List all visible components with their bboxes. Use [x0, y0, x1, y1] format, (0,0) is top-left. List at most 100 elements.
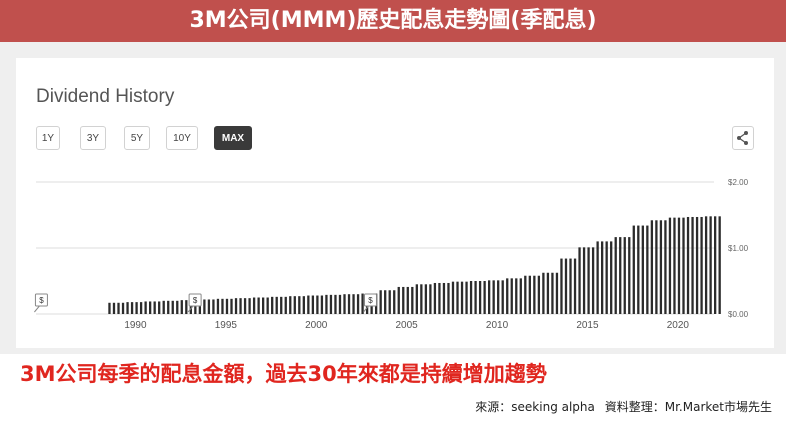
dividend-bar [501, 280, 504, 314]
dividend-bar [451, 281, 455, 314]
dividend-bar [379, 290, 382, 314]
dividend-bar [356, 294, 360, 314]
compiled-value: Mr.Market市場先生 [664, 400, 772, 414]
dividend-bar [352, 294, 355, 314]
x-tick-label: 1995 [215, 320, 238, 331]
dividend-bar [686, 216, 690, 314]
x-tick-label: 2005 [396, 320, 419, 331]
dividend-bar [171, 300, 174, 314]
dividend-bar [212, 299, 215, 314]
dividend-bar [194, 300, 197, 314]
x-tick-label: 2000 [305, 320, 328, 331]
dividend-bar [162, 300, 165, 314]
dividend-bar [420, 284, 423, 314]
dividend-bar [406, 286, 409, 314]
dividend-bar [180, 300, 183, 314]
dividend-bar [519, 278, 522, 314]
banner-title: 3M公司(MMM)歷史配息走勢圖(季配息) [0, 0, 786, 42]
dividend-bar [433, 282, 437, 314]
dividend-bar [271, 296, 274, 314]
share-icon [737, 131, 748, 145]
marker-pointer [187, 305, 194, 313]
dividend-bar [650, 220, 654, 314]
dividend-bar [135, 302, 138, 314]
range-1y-button[interactable]: 1Y [36, 126, 60, 150]
dividend-bar [225, 298, 229, 314]
dividend-bar [329, 294, 333, 314]
dividend-bar [361, 293, 364, 314]
dividend-bar [695, 216, 699, 314]
dividend-bar [632, 225, 635, 314]
dividend-bar [637, 225, 640, 314]
dividend-bar [302, 296, 305, 314]
dividend-bar [506, 278, 509, 314]
dividend-bar [176, 300, 179, 314]
dividend-bar [275, 296, 278, 314]
dividend-bar [515, 278, 518, 314]
dividend-bar [456, 281, 459, 314]
dividend-bar [478, 281, 482, 314]
dividend-bar [465, 281, 468, 314]
dividend-bar [447, 282, 450, 314]
dividend-bar [537, 275, 541, 314]
dividend-bar [198, 299, 202, 314]
dividend-bar [560, 258, 563, 314]
dividend-bar [677, 217, 681, 314]
dividend-bar [424, 284, 428, 314]
dividend-bar [610, 241, 613, 314]
dividend-bar [108, 302, 111, 314]
dividend-bar [252, 297, 256, 314]
dividend-bar [207, 299, 211, 314]
dividend-bar [388, 290, 391, 314]
special-dividend-label: $ [193, 296, 198, 305]
dividend-bar [591, 247, 595, 314]
dividend-bar [628, 237, 631, 314]
chart-caption: 3M公司每季的配息金額，過去30年來都是持續增加趨勢 [20, 362, 547, 386]
dividend-bar [393, 290, 396, 314]
dividend-bar [601, 241, 604, 314]
range-3y-button[interactable]: 3Y [80, 126, 106, 150]
dividend-bar [112, 302, 116, 314]
dividend-bar [596, 241, 599, 314]
dividend-bar [153, 301, 156, 314]
dividend-bar [230, 298, 233, 314]
dividend-bar [510, 278, 513, 314]
dividend-bar [257, 297, 260, 314]
dividend-bar [704, 216, 708, 314]
dividend-bar [343, 294, 346, 314]
special-dividend-marker [188, 293, 202, 307]
dividend-bar [582, 247, 586, 314]
dividend-bar [673, 217, 676, 314]
special-dividend-label: $ [368, 296, 373, 305]
dividend-bar [320, 295, 324, 314]
range-max-button[interactable]: MAX [214, 126, 252, 150]
source-credit: 來源：seeking alpha 資料整理：Mr.Market市場先生 [469, 398, 772, 415]
dividend-bar [564, 258, 568, 314]
special-dividend-label: $ [39, 296, 44, 305]
dividend-bar [524, 275, 527, 314]
marker-pointer [34, 305, 40, 313]
dividend-bar [718, 216, 721, 314]
dividend-bar [338, 294, 342, 314]
dividend-bar [438, 282, 441, 314]
range-10y-button[interactable]: 10Y [166, 126, 198, 150]
dividend-bar [298, 296, 301, 314]
dividend-bar [483, 281, 486, 314]
dividend-bar [189, 300, 192, 314]
dividend-bar [646, 225, 649, 314]
dividend-bar [691, 216, 694, 314]
range-5y-button[interactable]: 5Y [124, 126, 150, 150]
dividend-bar [492, 280, 495, 314]
dividend-bar [546, 272, 550, 314]
dividend-bar [460, 281, 464, 314]
dividend-bar [474, 281, 477, 314]
dividend-bar [619, 237, 622, 314]
dividend-bar [126, 302, 129, 314]
dividend-bar [248, 298, 251, 314]
share-button[interactable] [732, 126, 754, 150]
dividend-bar [469, 281, 473, 314]
compiled-label: 資料整理： [604, 400, 665, 414]
dividend-bar [158, 301, 161, 314]
dividend-bar [130, 302, 134, 314]
dividend-bar [284, 296, 287, 314]
